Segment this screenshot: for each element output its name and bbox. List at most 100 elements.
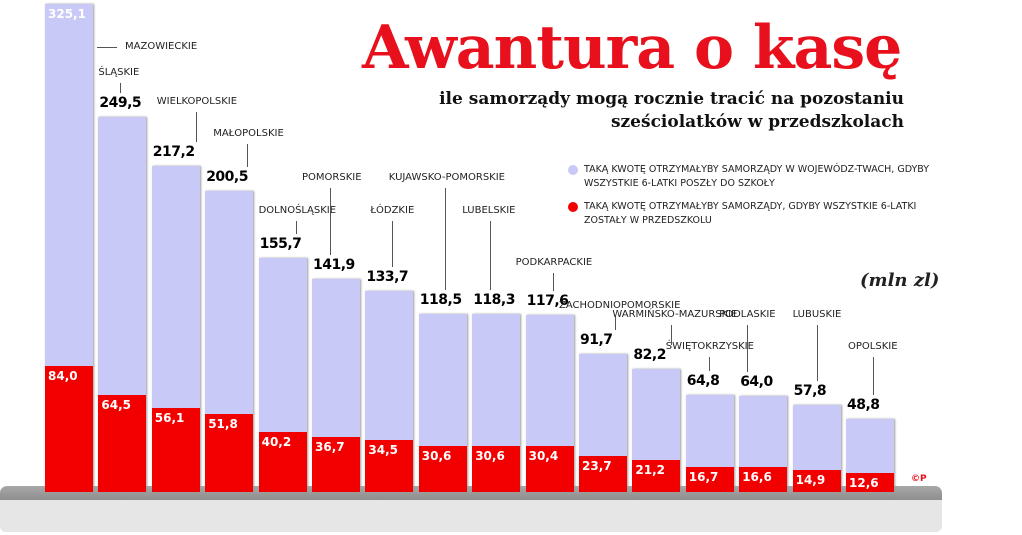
leader-line bbox=[747, 325, 749, 372]
bar-2: 56,1 bbox=[151, 165, 200, 492]
value-label-preschool: 34,5 bbox=[368, 443, 398, 458]
bar-7: 30,6 bbox=[418, 314, 467, 492]
leader-line bbox=[490, 221, 492, 291]
value-label-preschool: 21,2 bbox=[635, 463, 665, 478]
bar-9: 30,4 bbox=[525, 315, 574, 492]
region-label: MAZOWIECKIE bbox=[125, 41, 198, 52]
region-label: WIELKOPOLSKIE bbox=[156, 96, 238, 107]
value-label-total: 325,1 bbox=[48, 6, 86, 21]
bar-segment-preschool: 16,6 bbox=[739, 467, 788, 492]
value-label-total: 118,5 bbox=[419, 292, 462, 308]
bar-segment-preschool: 12,6 bbox=[846, 473, 894, 492]
value-label-total: 117,6 bbox=[526, 293, 569, 310]
value-label-total: 249,5 bbox=[99, 95, 142, 112]
chart-subtitle: ile samorządy mogą rocznie tracić na poz… bbox=[439, 89, 904, 132]
region-label: LUBELSKIE bbox=[462, 205, 516, 216]
leader-line bbox=[329, 188, 331, 255]
leader-line bbox=[195, 112, 197, 142]
legend-item-school: Taką kwotę otrzymałyby samorządy w wojew… bbox=[568, 163, 948, 191]
bar-segment-preschool: 16,7 bbox=[685, 466, 734, 492]
value-label-preschool: 84,0 bbox=[48, 368, 78, 383]
bar-segment-preschool: 56,1 bbox=[151, 407, 200, 492]
bar-8: 30,6 bbox=[472, 314, 521, 492]
value-label-total: 57,8 bbox=[793, 383, 827, 400]
bar-10: 23,7 bbox=[579, 354, 627, 492]
value-label-preschool: 56,1 bbox=[154, 410, 185, 425]
bar-5: 36,7 bbox=[312, 278, 360, 492]
leader-line bbox=[552, 273, 554, 292]
value-label-total: 118,3 bbox=[473, 292, 515, 309]
bar-6: 34,5 bbox=[365, 291, 414, 492]
bar-segment-preschool: 84,0 bbox=[45, 365, 93, 492]
region-label: POMORSKIE bbox=[302, 172, 362, 183]
region-label: OPOLSKIE bbox=[848, 341, 898, 352]
legend: Taką kwotę otrzymałyby samorządy w wojew… bbox=[568, 163, 948, 237]
leader-line bbox=[614, 316, 616, 331]
chart-title: Awantura o kasę bbox=[362, 13, 902, 83]
copyright: ©P bbox=[911, 474, 927, 484]
shelf-base bbox=[0, 498, 942, 532]
bar-1: 64,5 bbox=[98, 117, 147, 492]
value-label-preschool: 23,7 bbox=[582, 459, 612, 474]
red-dot-icon bbox=[568, 202, 578, 212]
value-label-total: 64,8 bbox=[686, 372, 720, 389]
legend-label: Taką kwotę otrzymałyby samorządy, gdyby … bbox=[584, 201, 917, 226]
value-label-total: 200,5 bbox=[206, 168, 248, 185]
value-label-preschool: 30,4 bbox=[528, 449, 559, 464]
legend-label: Taką kwotę otrzymałyby samorządy w wojew… bbox=[584, 164, 930, 189]
region-label: PODKARPACKIE bbox=[515, 257, 593, 268]
bar-segment-preschool: 21,2 bbox=[632, 460, 681, 492]
value-label-total: 133,7 bbox=[366, 269, 409, 286]
value-label-preschool: 30,6 bbox=[475, 449, 505, 464]
bar-segment-preschool: 23,7 bbox=[579, 456, 627, 492]
region-label: ŚWIĘTOKRZYSKIE bbox=[665, 341, 754, 352]
value-label-preschool: 12,6 bbox=[849, 476, 879, 491]
legend-item-preschool: Taką kwotę otrzymałyby samorządy, gdyby … bbox=[568, 200, 948, 228]
value-label-total: 141,9 bbox=[313, 256, 355, 273]
unit-label: (mln zl) bbox=[860, 270, 940, 291]
leader-line bbox=[444, 188, 446, 290]
leader-line bbox=[392, 221, 394, 268]
leader-line bbox=[247, 144, 249, 167]
region-label: ŁÓDZKIE bbox=[370, 205, 415, 216]
region-label: ZACHODNIOPOMORSKIE bbox=[559, 300, 681, 311]
leader-line bbox=[295, 221, 297, 235]
leader-line bbox=[120, 83, 122, 94]
bar-segment-preschool: 40,2 bbox=[258, 431, 307, 492]
value-label-total: 155,7 bbox=[259, 236, 302, 253]
bar-segment-preschool: 36,7 bbox=[312, 436, 360, 492]
value-label-total: 91,7 bbox=[580, 332, 613, 349]
leader-line bbox=[671, 325, 673, 345]
bar-12: 16,7 bbox=[685, 394, 734, 492]
bar-14: 14,9 bbox=[792, 405, 841, 492]
value-label-total: 82,2 bbox=[633, 346, 666, 363]
value-label-preschool: 36,7 bbox=[315, 439, 345, 454]
bar-11: 21,2 bbox=[632, 368, 681, 492]
value-label-preschool: 51,8 bbox=[208, 417, 238, 432]
value-label-preschool: 14,9 bbox=[795, 472, 826, 487]
bar-3: 51,8 bbox=[205, 190, 254, 492]
leader-line bbox=[817, 325, 819, 382]
leader-line bbox=[709, 357, 711, 371]
bar-segment-preschool: 30,6 bbox=[418, 446, 467, 492]
region-label: PODLASKIE bbox=[719, 309, 776, 320]
bar-15: 12,6 bbox=[846, 418, 894, 492]
value-label-preschool: 64,5 bbox=[101, 398, 131, 413]
value-label-preschool: 16,7 bbox=[688, 469, 719, 484]
region-label: KUJAWSKO-POMORSKIE bbox=[388, 172, 505, 183]
leader-line bbox=[97, 47, 117, 48]
value-label-preschool: 16,6 bbox=[742, 470, 772, 485]
bar-13: 16,6 bbox=[739, 395, 788, 492]
bar-segment-preschool: 51,8 bbox=[205, 414, 254, 492]
bar-segment-preschool: 64,5 bbox=[98, 395, 147, 492]
value-label-total: 217,2 bbox=[152, 143, 195, 160]
bar-segment-preschool: 14,9 bbox=[792, 469, 841, 492]
region-label: MAŁOPOLSKIE bbox=[213, 128, 284, 139]
bar-0: 84,0 325,1 bbox=[45, 3, 93, 492]
value-label-preschool: 40,2 bbox=[261, 434, 292, 449]
leader-line bbox=[872, 357, 874, 395]
region-label: ŚLĄSKIE bbox=[98, 67, 140, 78]
value-label-preschool: 30,6 bbox=[421, 449, 452, 464]
bar-segment-preschool: 30,4 bbox=[525, 446, 574, 492]
bar-segment-preschool: 34,5 bbox=[365, 440, 414, 492]
